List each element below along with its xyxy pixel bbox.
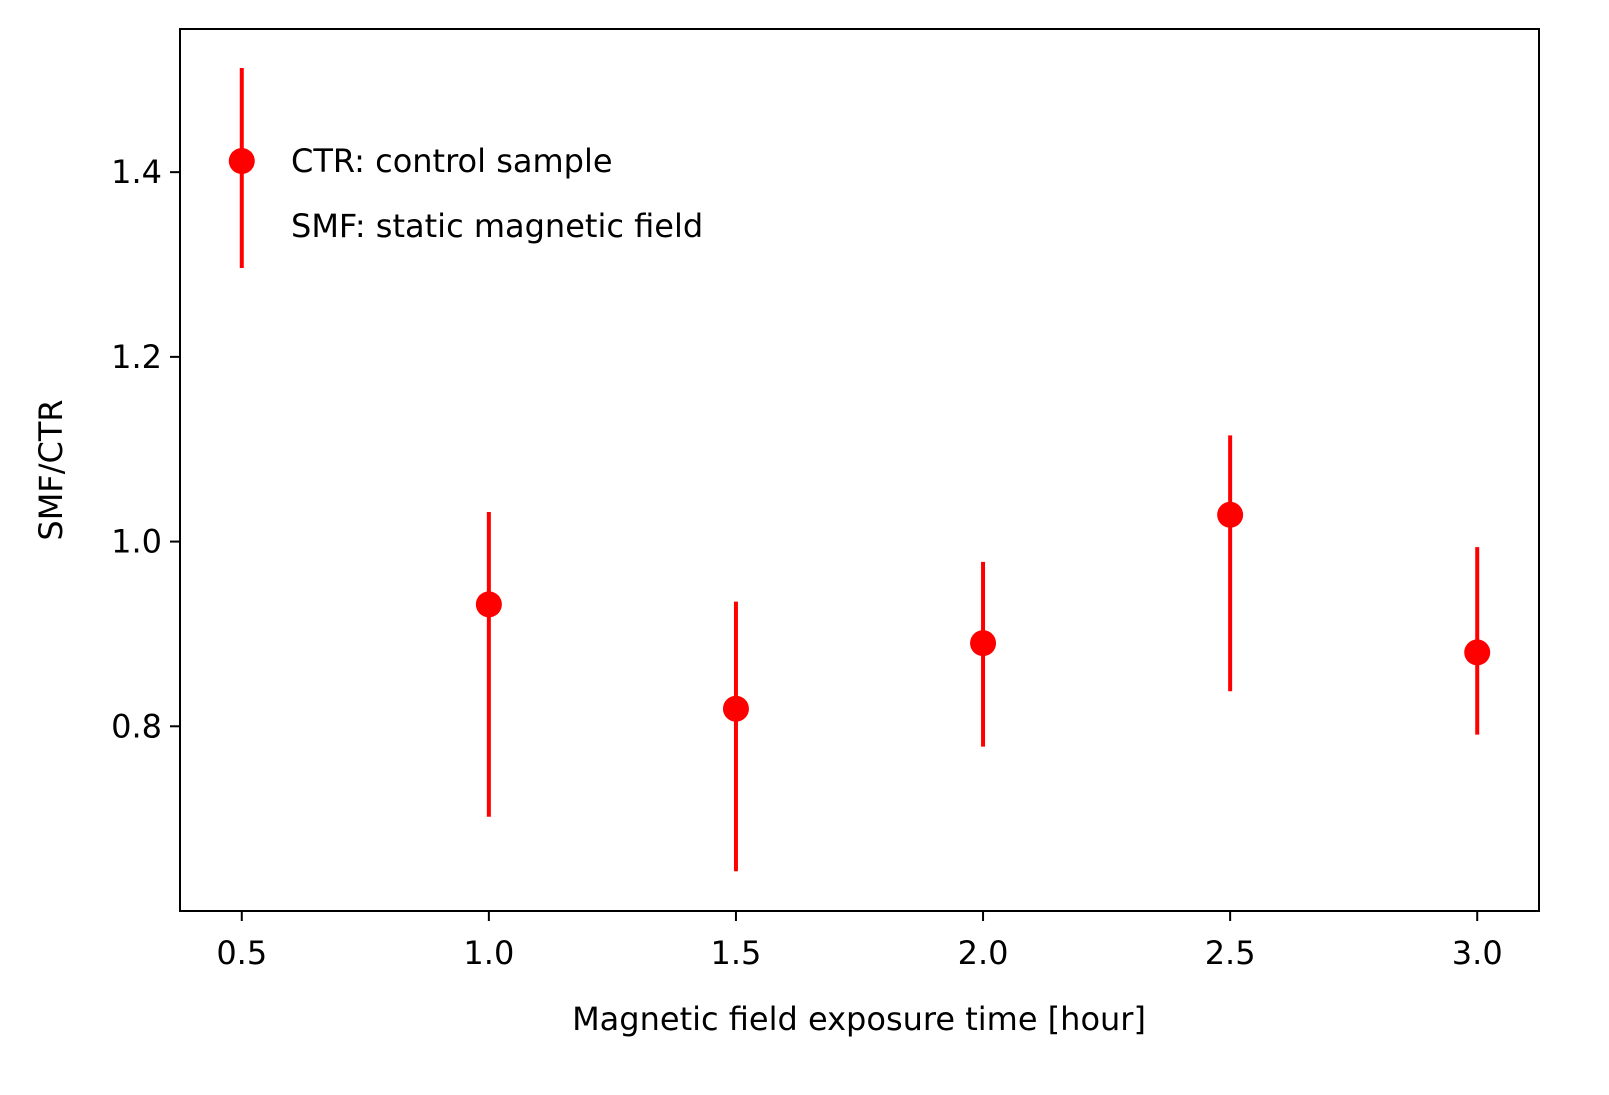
data-point <box>1464 639 1491 666</box>
x-tick-label: 1.5 <box>711 934 762 972</box>
y-axis-title: SMF/CTR <box>32 399 70 540</box>
data-marks <box>475 435 1491 872</box>
legend-entry: SMF: static magnetic field <box>291 207 703 245</box>
x-tick-label: 1.0 <box>463 934 514 972</box>
x-tick-label: 2.0 <box>958 934 1009 972</box>
y-tick-label: 1.4 <box>111 153 162 191</box>
y-tick-label: 0.8 <box>111 707 162 745</box>
data-point <box>722 695 749 722</box>
y-tick-label: 1.2 <box>111 338 162 376</box>
data-point <box>1217 501 1244 528</box>
legend: CTR: control sample SMF: static magnetic … <box>228 68 703 268</box>
legend-marker <box>228 148 255 174</box>
legend-entry: CTR: control sample <box>291 142 613 180</box>
x-tick-label: 3.0 <box>1452 934 1503 972</box>
plot-area <box>179 28 1540 912</box>
x-tick-label: 2.5 <box>1205 934 1256 972</box>
x-axis-ticks: 0.5 1.0 1.5 2.0 2.5 3.0 <box>216 911 1503 972</box>
data-point <box>475 591 502 618</box>
y-tick-label: 1.0 <box>111 523 162 561</box>
data-point <box>970 630 997 657</box>
x-axis-title: Magnetic field exposure time [hour] <box>572 1000 1146 1038</box>
y-axis-ticks: 0.8 1.0 1.2 1.4 <box>111 153 180 745</box>
x-tick-label: 0.5 <box>216 934 267 972</box>
